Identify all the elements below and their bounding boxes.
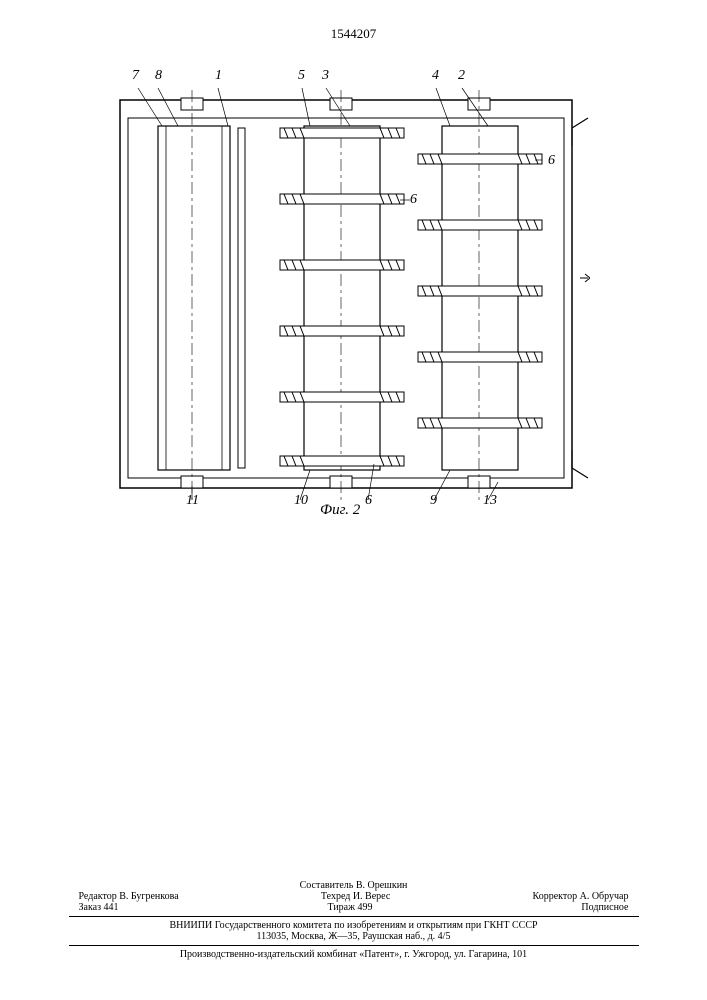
label-2: 2 (458, 68, 465, 84)
label-11: 11 (186, 493, 199, 509)
label-3: 3 (322, 68, 329, 84)
footer-techred: Техред И. Верес (321, 891, 390, 902)
label-4: 4 (432, 68, 439, 84)
footer-corrector: Корректор А. Обручар (533, 891, 629, 902)
figure-label: Фиг. 2 (320, 502, 360, 519)
technical-diagram: 7 8 1 5 3 4 2 6 6 11 10 6 9 13 Фиг. 2 (110, 68, 590, 523)
footer-compiler: Составитель В. Орешкин (69, 880, 639, 891)
label-7: 7 (132, 68, 139, 84)
footer-podpisnoe: Подписное (581, 902, 628, 913)
label-13: 13 (483, 493, 497, 509)
label-10: 10 (294, 493, 308, 509)
top-labels: 7 8 1 5 3 4 2 (110, 68, 590, 98)
footer-org: ВНИИПИ Государственного комитета по изоб… (69, 920, 639, 931)
label-8: 8 (155, 68, 162, 84)
footer-order: Заказ 441 (79, 902, 119, 913)
footer-editor: Редактор В. Бугренкова (79, 891, 179, 902)
label-6-right: 6 (548, 153, 555, 169)
footer-address1: 113035, Москва, Ж—35, Раушская наб., д. … (69, 931, 639, 942)
label-9: 9 (430, 493, 437, 509)
label-6b: 6 (365, 493, 372, 509)
label-5: 5 (298, 68, 305, 84)
footer-address2: Производственно-издательский комбинат «П… (69, 949, 639, 960)
page-number: 1544207 (331, 26, 377, 42)
label-1: 1 (215, 68, 222, 84)
label-6-mid: 6 (410, 192, 417, 208)
footer-tirage: Тираж 499 (327, 902, 372, 913)
footer: Составитель В. Орешкин Редактор В. Бугре… (69, 880, 639, 960)
